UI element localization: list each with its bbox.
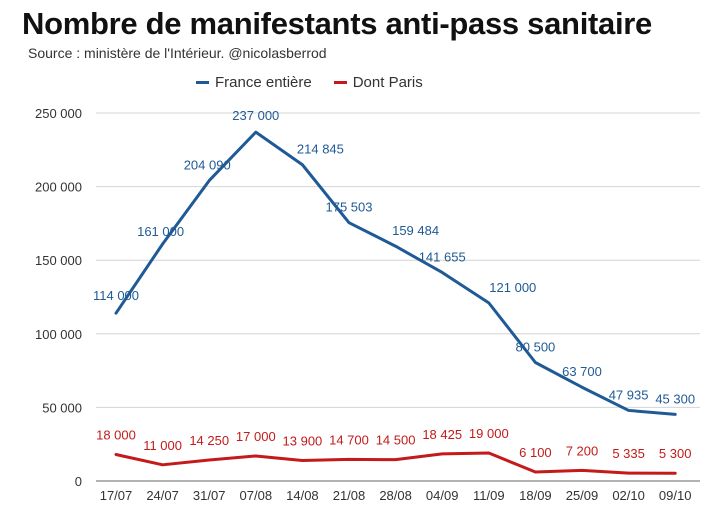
- data-point-france: [674, 413, 677, 416]
- y-tick-label: 50 000: [42, 400, 82, 415]
- data-label-paris: 14 700: [329, 432, 369, 447]
- data-label-france: 175 503: [326, 200, 373, 215]
- data-point-paris: [534, 470, 537, 474]
- data-point-paris: [208, 458, 211, 462]
- x-tick-label: 21/08: [333, 488, 366, 503]
- x-tick-label: 04/09: [426, 488, 459, 503]
- x-tick-label: 28/08: [379, 488, 412, 503]
- y-tick-label: 100 000: [35, 327, 82, 342]
- y-tick-label: 150 000: [35, 253, 82, 268]
- data-label-france: 214 845: [297, 142, 344, 157]
- data-label-france: 80 500: [516, 340, 556, 355]
- x-tick-label: 31/07: [193, 488, 226, 503]
- data-point-paris: [254, 454, 257, 458]
- x-tick-label: 18/09: [519, 488, 552, 503]
- data-label-france: 159 484: [392, 223, 439, 238]
- data-label-paris: 14 250: [189, 433, 229, 448]
- data-point-paris: [347, 458, 351, 461]
- data-label-paris: 17 000: [236, 429, 276, 444]
- data-label-paris: 5 335: [612, 446, 645, 461]
- y-tick-label: 250 000: [35, 106, 82, 121]
- x-tick-label: 17/07: [100, 488, 133, 503]
- x-tick-label: 02/10: [612, 488, 645, 503]
- data-label-paris: 5 300: [659, 446, 692, 461]
- data-point-paris: [487, 451, 490, 455]
- data-label-paris: 18 000: [96, 428, 136, 443]
- data-point-france: [114, 311, 118, 315]
- data-label-france: 161 000: [137, 224, 184, 239]
- y-tick-label: 0: [75, 474, 82, 489]
- data-label-paris: 7 200: [566, 443, 599, 458]
- data-point-france: [347, 221, 351, 224]
- data-point-france: [301, 163, 304, 166]
- data-point-paris: [394, 458, 397, 461]
- x-tick-label: 14/08: [286, 488, 319, 503]
- data-point-paris: [580, 469, 584, 472]
- x-tick-label: 24/07: [146, 488, 179, 503]
- data-point-france: [394, 245, 397, 248]
- legend-swatch-paris: [333, 81, 347, 84]
- chart-title: Nombre de manifestants anti-pass sanitai…: [22, 6, 652, 41]
- data-point-france: [161, 242, 164, 246]
- legend-label-paris: Dont Paris: [352, 74, 423, 91]
- data-point-france: [487, 301, 490, 305]
- legend-item-paris[interactable]: Dont Paris: [333, 74, 423, 91]
- data-label-paris: 11 000: [143, 438, 182, 453]
- data-label-france: 45 300: [655, 391, 695, 406]
- data-point-france: [534, 361, 537, 364]
- y-tick-label: 200 000: [35, 180, 82, 195]
- legend-item-france[interactable]: France entière: [196, 74, 312, 91]
- data-point-france: [580, 386, 584, 389]
- data-label-paris: 18 425: [422, 427, 462, 442]
- data-label-paris: 13 900: [283, 434, 323, 449]
- data-label-france: 204 090: [184, 158, 231, 173]
- legend-label-france: France entière: [215, 74, 312, 91]
- x-tick-label: 11/09: [473, 488, 505, 503]
- x-tick-label: 25/09: [566, 488, 599, 503]
- data-point-france: [627, 409, 630, 412]
- x-tick-label: 07/08: [240, 488, 273, 503]
- data-label-paris: 19 000: [469, 426, 509, 441]
- chart-subtitle: Source : ministère de l'Intérieur. @nico…: [28, 45, 327, 61]
- data-label-france: 114 000: [93, 288, 139, 303]
- legend-swatch-france: [196, 81, 209, 84]
- x-tick-label: 09/10: [659, 488, 692, 503]
- data-point-paris: [674, 471, 677, 475]
- data-label-france: 47 935: [609, 387, 649, 402]
- chart-legend: France entière Dont Paris: [196, 74, 423, 91]
- data-label-france: 63 700: [562, 364, 602, 379]
- data-point-paris: [301, 459, 304, 462]
- data-point-paris: [114, 453, 118, 456]
- data-point-paris: [441, 452, 444, 456]
- data-label-paris: 6 100: [519, 445, 552, 460]
- data-label-france: 237 000: [232, 108, 279, 123]
- data-label-france: 121 000: [489, 280, 536, 295]
- data-point-france: [441, 271, 444, 274]
- data-point-paris: [161, 463, 164, 467]
- data-point-france: [254, 130, 257, 134]
- data-point-france: [208, 179, 211, 182]
- data-label-paris: 14 500: [376, 433, 416, 448]
- data-label-france: 141 655: [419, 249, 466, 264]
- data-point-paris: [627, 471, 630, 475]
